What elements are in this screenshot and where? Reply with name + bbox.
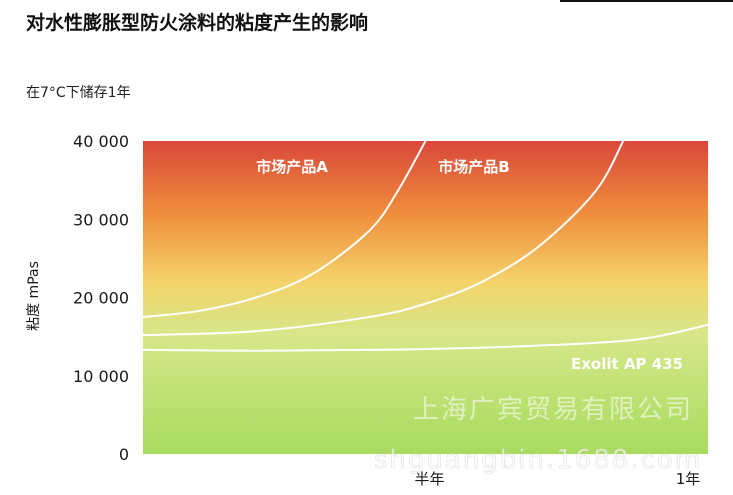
watermark-url: shguangbin.1688.com bbox=[374, 445, 702, 475]
y-tick-label: 30 000 bbox=[73, 210, 129, 229]
x-tick-label: 半年 bbox=[414, 470, 444, 488]
series-label: 市场产品B bbox=[438, 158, 509, 176]
x-tick-label: 1年 bbox=[676, 470, 701, 488]
y-tick-label: 20 000 bbox=[73, 289, 129, 308]
chart-title: 对水性膨胀型防火涂料的粘度产生的影响 bbox=[26, 12, 369, 34]
y-axis-ticks: 0 10 000 20 000 30 000 40 000 bbox=[73, 132, 129, 464]
chart-subtitle: 在7°C下储存1年 bbox=[26, 85, 131, 101]
y-tick-label: 0 bbox=[119, 445, 129, 464]
series-lines bbox=[143, 141, 708, 352]
series-line bbox=[143, 141, 625, 337]
series-line bbox=[143, 141, 427, 319]
x-axis-ticks: 半年 1年 bbox=[414, 470, 700, 488]
watermark-company: 上海广宾贸易有限公司 bbox=[413, 395, 693, 425]
series-label: 市场产品A bbox=[256, 158, 328, 176]
top-rule bbox=[560, 0, 733, 2]
plot-area bbox=[143, 141, 708, 454]
series-line bbox=[143, 323, 708, 352]
y-tick-label: 10 000 bbox=[73, 367, 129, 386]
series-labels: 市场产品A 市场产品B Exolit AP 435 bbox=[256, 158, 683, 373]
series-label: Exolit AP 435 bbox=[571, 355, 683, 373]
y-tick-label: 40 000 bbox=[73, 132, 129, 151]
y-axis-label: 粘度 mPas bbox=[26, 261, 42, 331]
